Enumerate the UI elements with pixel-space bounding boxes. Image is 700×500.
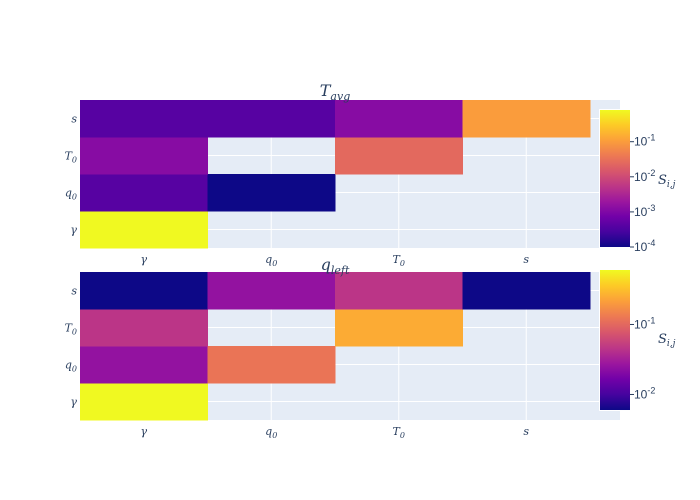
heatmap-cell-s-s [462,100,591,138]
y-tick-label: q0 [65,187,77,202]
heatmap-cell-s-T0 [335,272,463,310]
colorbar [600,270,630,410]
heatmap-panel-2: γ q0 T0 s γ q0 T0 s qleft 10-2 10-1Si,j [65,255,676,440]
heatmap-cell-T0-T0 [335,137,463,175]
colorbar-tick-label: 10-1 [634,133,655,149]
y-tick-label: γ [70,396,77,409]
heatmap-cell-s-s [462,272,591,310]
colorbar-title: Si,j [658,173,676,190]
x-tick-label: T0 [393,253,405,268]
colorbar-tick-label: 10-4 [634,238,655,254]
heatmap-cell-γ-γ [80,211,208,249]
y-tick-label: γ [70,224,77,237]
x-tick-label: γ [140,425,147,438]
heatmap-cell-γ-γ [80,383,208,421]
heatmap-cell-q0-q0 [207,346,336,384]
y-tick-label: s [71,113,77,126]
x-tick-label: q0 [265,425,277,440]
heatmap-cell-s-T0 [335,100,463,138]
x-tick-label: γ [140,253,147,266]
colorbar-tick-label: 10-2 [634,385,655,401]
heatmap-cell-T0-γ [80,309,208,347]
colorbar-tick-label: 10-3 [634,203,655,219]
colorbar-title: Si,j [658,332,676,349]
x-tick-label: q0 [265,253,277,268]
chart-title: qleft [321,255,350,277]
heatmap-cell-s-q0 [207,100,336,138]
y-tick-label: T0 [65,322,77,337]
heatmap-cell-q0-γ [80,346,208,384]
heatmap-panel-1: γ q0 T0 s γ q0 T0 s Tavg 10-4 10-3 10-2 10-1 Si,j [65,81,676,268]
y-tick-label: q0 [65,359,77,374]
colorbar-tick-label: 10-2 [634,168,655,184]
y-tick-label: s [71,285,77,298]
heatmap-cell-q0-γ [80,174,208,212]
colorbar [600,110,630,247]
chart-title: Tavg [320,81,351,103]
y-tick-label: T0 [65,150,77,165]
heatmap-cell-s-q0 [207,272,336,310]
heatmap-cell-T0-T0 [335,309,463,347]
colorbar-tick-label: 10-1 [634,315,655,331]
x-tick-label: T0 [393,425,405,440]
x-tick-label: s [523,425,529,438]
heatmap-cell-s-γ [80,100,208,138]
heatmap-cell-s-γ [80,272,208,310]
heatmap-cell-T0-γ [80,137,208,175]
heatmap-cell-q0-q0 [207,174,336,212]
x-tick-label: s [523,253,529,266]
